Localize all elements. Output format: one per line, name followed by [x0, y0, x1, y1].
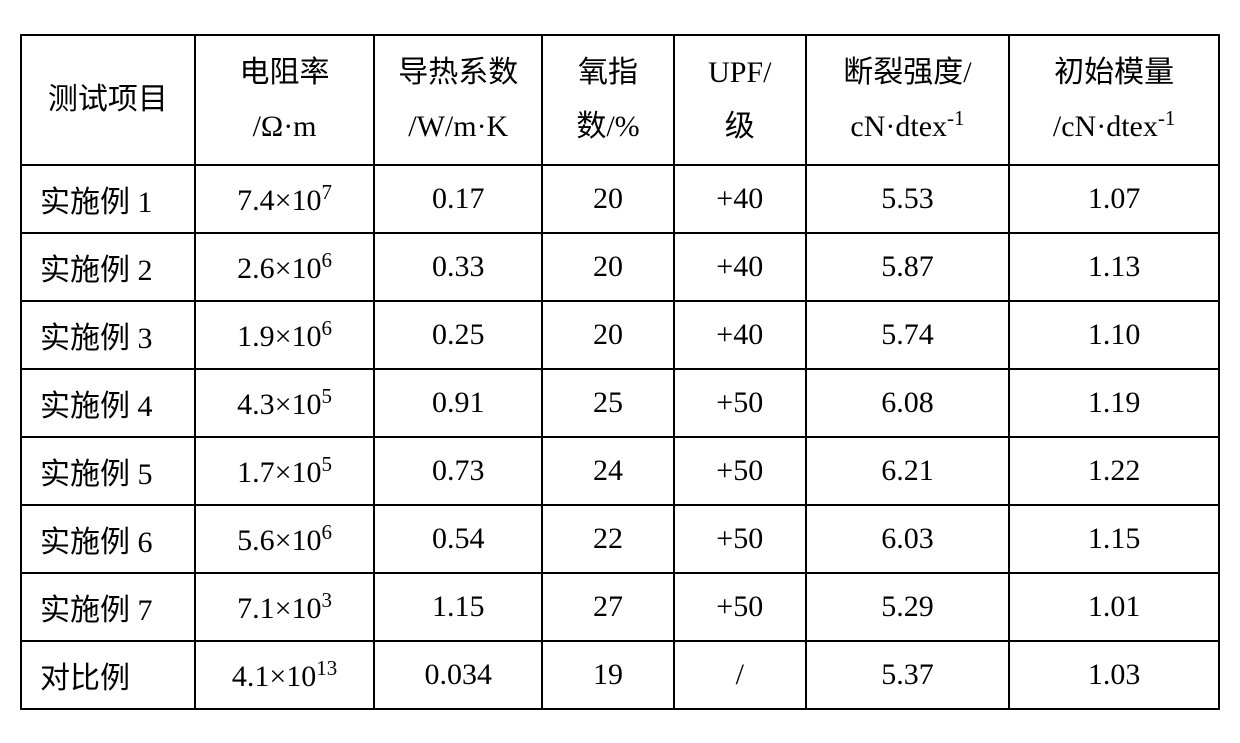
cell-resistivity: 4.3×105 [195, 369, 375, 437]
cell-resistivity: 1.7×105 [195, 437, 375, 505]
cell-upf: +50 [674, 505, 806, 573]
cell-strength: 5.29 [806, 573, 1010, 641]
cell-upf: +40 [674, 233, 806, 301]
cell-thermal: 0.33 [374, 233, 542, 301]
table-row: 实施例 1 7.4×107 0.17 20 +40 5.53 1.07 [21, 165, 1219, 233]
cell-upf: +40 [674, 301, 806, 369]
row-label: 实施例 6 [21, 505, 195, 573]
cell-upf: +50 [674, 369, 806, 437]
cell-strength: 5.53 [806, 165, 1010, 233]
table-row: 实施例 2 2.6×106 0.33 20 +40 5.87 1.13 [21, 233, 1219, 301]
cell-modulus: 1.10 [1009, 301, 1219, 369]
cell-thermal: 0.54 [374, 505, 542, 573]
cell-upf: / [674, 641, 806, 709]
cell-upf: +50 [674, 573, 806, 641]
cell-oxygen: 22 [542, 505, 674, 573]
cell-strength: 5.37 [806, 641, 1010, 709]
cell-oxygen: 24 [542, 437, 674, 505]
cell-oxygen: 20 [542, 233, 674, 301]
table-body: 实施例 1 7.4×107 0.17 20 +40 5.53 1.07 实施例 … [21, 165, 1219, 709]
table-row: 实施例 7 7.1×103 1.15 27 +50 5.29 1.01 [21, 573, 1219, 641]
cell-oxygen: 20 [542, 165, 674, 233]
table-header-row: 测试项目 电阻率/Ω·m 导热系数/W/m·K 氧指数/% UPF/级 断裂强度… [21, 35, 1219, 165]
cell-resistivity: 5.6×106 [195, 505, 375, 573]
cell-modulus: 1.15 [1009, 505, 1219, 573]
header-resistivity: 电阻率/Ω·m [195, 35, 375, 165]
cell-resistivity: 1.9×106 [195, 301, 375, 369]
cell-resistivity: 7.4×107 [195, 165, 375, 233]
cell-oxygen: 20 [542, 301, 674, 369]
cell-thermal: 0.17 [374, 165, 542, 233]
row-label: 实施例 3 [21, 301, 195, 369]
header-modulus: 初始模量/cN·dtex-1 [1009, 35, 1219, 165]
cell-thermal: 0.034 [374, 641, 542, 709]
table-row: 对比例 4.1×1013 0.034 19 / 5.37 1.03 [21, 641, 1219, 709]
cell-strength: 5.87 [806, 233, 1010, 301]
cell-strength: 6.08 [806, 369, 1010, 437]
cell-resistivity: 7.1×103 [195, 573, 375, 641]
cell-oxygen: 27 [542, 573, 674, 641]
row-label: 对比例 [21, 641, 195, 709]
header-thermal: 导热系数/W/m·K [374, 35, 542, 165]
table-row: 实施例 5 1.7×105 0.73 24 +50 6.21 1.22 [21, 437, 1219, 505]
row-label: 实施例 7 [21, 573, 195, 641]
cell-modulus: 1.01 [1009, 573, 1219, 641]
row-label: 实施例 2 [21, 233, 195, 301]
cell-resistivity: 2.6×106 [195, 233, 375, 301]
row-label: 实施例 4 [21, 369, 195, 437]
header-test-item: 测试项目 [21, 35, 195, 165]
header-upf: UPF/级 [674, 35, 806, 165]
data-table-container: 测试项目 电阻率/Ω·m 导热系数/W/m·K 氧指数/% UPF/级 断裂强度… [20, 34, 1220, 710]
table-row: 实施例 4 4.3×105 0.91 25 +50 6.08 1.19 [21, 369, 1219, 437]
table-row: 实施例 3 1.9×106 0.25 20 +40 5.74 1.10 [21, 301, 1219, 369]
cell-oxygen: 25 [542, 369, 674, 437]
cell-thermal: 0.73 [374, 437, 542, 505]
cell-upf: +40 [674, 165, 806, 233]
cell-strength: 6.03 [806, 505, 1010, 573]
cell-strength: 5.74 [806, 301, 1010, 369]
cell-strength: 6.21 [806, 437, 1010, 505]
header-strength: 断裂强度/cN·dtex-1 [806, 35, 1010, 165]
row-label: 实施例 5 [21, 437, 195, 505]
cell-modulus: 1.19 [1009, 369, 1219, 437]
cell-thermal: 1.15 [374, 573, 542, 641]
cell-modulus: 1.13 [1009, 233, 1219, 301]
cell-oxygen: 19 [542, 641, 674, 709]
cell-modulus: 1.22 [1009, 437, 1219, 505]
cell-resistivity: 4.1×1013 [195, 641, 375, 709]
experiment-data-table: 测试项目 电阻率/Ω·m 导热系数/W/m·K 氧指数/% UPF/级 断裂强度… [20, 34, 1220, 710]
cell-thermal: 0.25 [374, 301, 542, 369]
header-oxygen: 氧指数/% [542, 35, 674, 165]
cell-thermal: 0.91 [374, 369, 542, 437]
cell-modulus: 1.03 [1009, 641, 1219, 709]
cell-upf: +50 [674, 437, 806, 505]
cell-modulus: 1.07 [1009, 165, 1219, 233]
row-label: 实施例 1 [21, 165, 195, 233]
table-row: 实施例 6 5.6×106 0.54 22 +50 6.03 1.15 [21, 505, 1219, 573]
